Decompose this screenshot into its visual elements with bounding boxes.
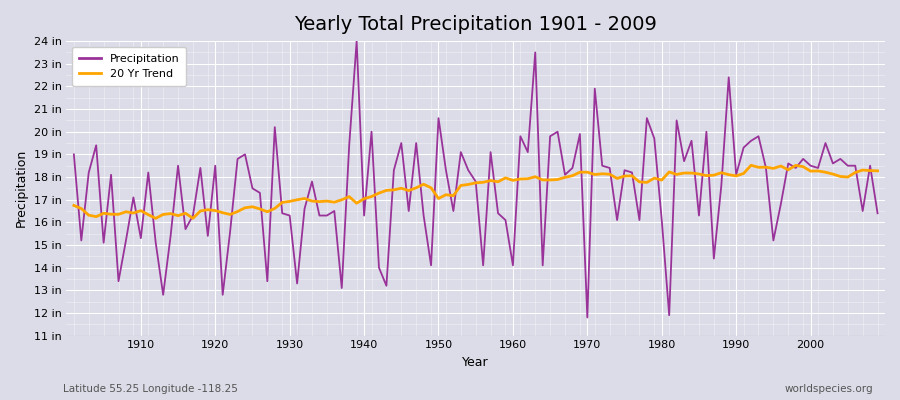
Precipitation xyxy=(515,134,526,139)
20 Yr Trend xyxy=(515,176,526,181)
Title: Yearly Total Precipitation 1901 - 2009: Yearly Total Precipitation 1901 - 2009 xyxy=(294,15,657,34)
Precipitation xyxy=(872,211,883,216)
20 Yr Trend xyxy=(872,168,883,173)
20 Yr Trend xyxy=(68,203,79,208)
Line: Precipitation: Precipitation xyxy=(74,41,878,318)
20 Yr Trend xyxy=(128,211,139,216)
Precipitation xyxy=(337,286,347,290)
Text: Latitude 55.25 Longitude -118.25: Latitude 55.25 Longitude -118.25 xyxy=(63,384,238,394)
20 Yr Trend xyxy=(508,178,518,183)
Precipitation xyxy=(508,263,518,268)
20 Yr Trend xyxy=(604,172,615,177)
20 Yr Trend xyxy=(150,216,161,221)
Y-axis label: Precipitation: Precipitation xyxy=(15,149,28,228)
Line: 20 Yr Trend: 20 Yr Trend xyxy=(74,165,878,218)
Precipitation xyxy=(612,218,623,222)
X-axis label: Year: Year xyxy=(463,356,489,369)
Legend: Precipitation, 20 Yr Trend: Precipitation, 20 Yr Trend xyxy=(72,47,186,86)
20 Yr Trend xyxy=(299,196,310,201)
20 Yr Trend xyxy=(745,163,756,168)
Precipitation xyxy=(292,281,302,286)
Precipitation xyxy=(351,39,362,44)
Precipitation xyxy=(582,315,593,320)
Text: worldspecies.org: worldspecies.org xyxy=(785,384,873,394)
Precipitation xyxy=(128,195,139,200)
20 Yr Trend xyxy=(344,194,355,199)
Precipitation xyxy=(68,152,79,157)
